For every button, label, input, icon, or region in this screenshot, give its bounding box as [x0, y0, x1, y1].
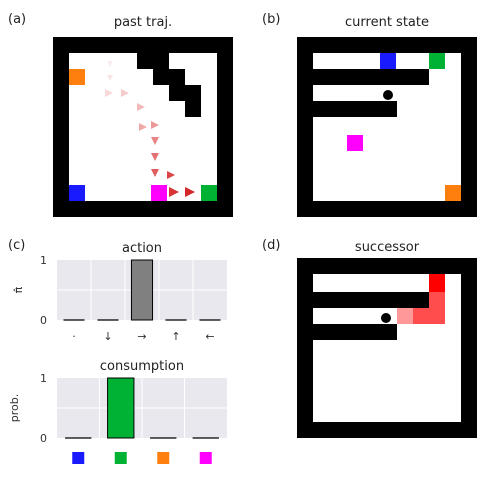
successor-cell: [413, 308, 429, 324]
y-tick-label: 0: [40, 432, 47, 445]
magenta-item: [151, 185, 167, 201]
y-tick-label: 0: [40, 314, 47, 327]
gridworld-current-state: [297, 37, 477, 217]
chart-title: action: [122, 241, 162, 256]
y-tick-label: 1: [40, 372, 47, 385]
wall-block: [137, 53, 153, 69]
arrow-down-marker: [151, 137, 159, 145]
x-tick-label: ←: [205, 330, 214, 343]
panel-c-letter: (c): [8, 238, 26, 253]
gridworld-successor: [297, 258, 477, 438]
wall-bar: [313, 101, 397, 117]
green-item: [201, 185, 217, 201]
wall-block: [169, 69, 185, 101]
floor: [69, 53, 217, 201]
arrow-right-marker: [121, 89, 129, 97]
panel-a-title: past traj.: [113, 15, 173, 30]
wall-block: [185, 85, 201, 117]
arrow-right-marker: [151, 121, 159, 129]
panel-d-title: successor: [354, 240, 420, 255]
blue-item: [380, 53, 396, 69]
category-swatch: [157, 452, 170, 464]
successor-cell: [429, 292, 445, 308]
green-item: [429, 53, 445, 69]
arrow-right-marker: [185, 187, 195, 197]
panel-b-title: current state: [345, 15, 429, 30]
blue-item: [69, 185, 85, 201]
arrow-down-marker: [151, 153, 159, 161]
x-tick-label: ↑: [171, 330, 180, 343]
orange-item: [445, 185, 461, 201]
arrow-down-marker: [151, 169, 159, 177]
arrow-right-marker: [137, 103, 145, 111]
arrow-right-marker: [105, 89, 113, 97]
x-tick-label: ·: [72, 330, 76, 343]
wall-bar: [313, 324, 397, 340]
arrow-down-marker: [107, 75, 113, 81]
arrow-down-marker: [107, 61, 113, 67]
gridworld-past-trajectory: [53, 37, 233, 217]
successor-cell: [429, 274, 445, 292]
y-axis-label: prob.: [8, 394, 21, 422]
arrow-right-marker: [167, 171, 175, 179]
bar: [130, 259, 154, 321]
agent-marker: [383, 90, 393, 100]
wall-bar: [313, 69, 429, 85]
orange-item: [69, 69, 85, 85]
bar: [107, 377, 135, 439]
category-swatch: [72, 452, 85, 464]
panel-b-letter: (b): [262, 12, 281, 27]
wall-block: [153, 53, 169, 85]
chart-title: consumption: [100, 359, 184, 374]
panel-d-letter: (d): [262, 238, 281, 253]
category-swatch: [114, 452, 127, 464]
panel-a-letter: (a): [8, 12, 27, 27]
x-tick-label: ↓: [103, 330, 112, 343]
action-bar-chart: action 0 1 π̂ · ↓ → ↑ ←: [12, 241, 227, 343]
successor-cell: [429, 308, 445, 324]
arrow-right-marker: [169, 187, 179, 197]
trajectory-arrows: [105, 61, 195, 197]
consumption-bar-chart: consumption 0 1 prob.: [8, 359, 227, 464]
x-tick-label: →: [137, 330, 146, 343]
agent-marker: [381, 313, 391, 323]
magenta-item: [347, 135, 363, 151]
category-swatch: [199, 452, 212, 464]
wall-bar: [313, 292, 429, 308]
y-tick-label: 1: [40, 254, 47, 267]
successor-cell: [397, 308, 413, 324]
arrow-right-marker: [139, 123, 147, 131]
y-axis-label: π̂: [12, 286, 25, 293]
